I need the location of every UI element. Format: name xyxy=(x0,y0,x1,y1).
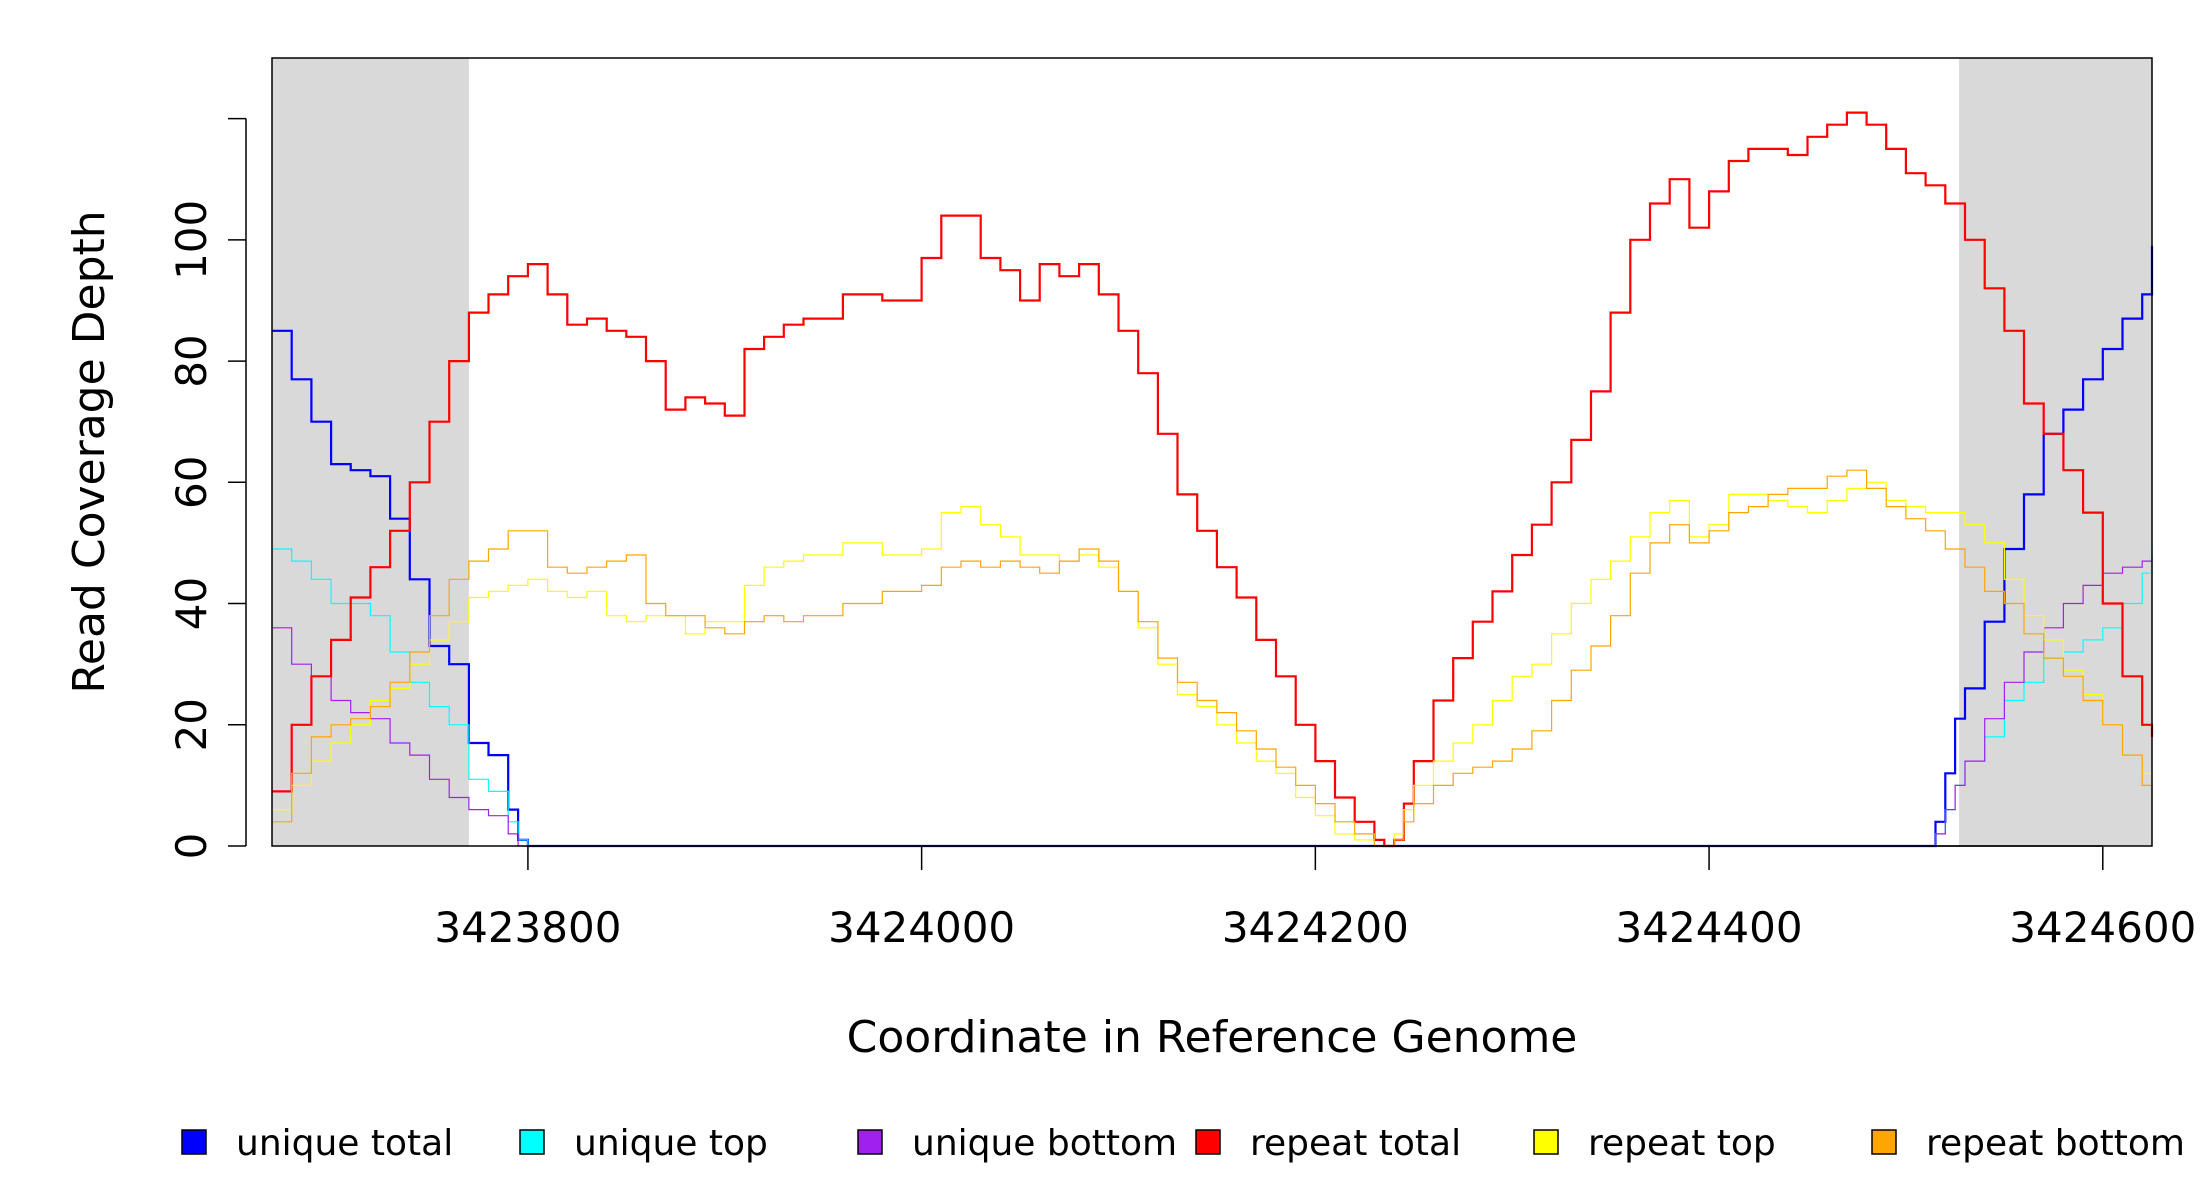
shaded-regions xyxy=(272,58,2152,846)
x-tick-label: 3424400 xyxy=(1616,903,1803,952)
legend-swatch xyxy=(519,1129,545,1155)
legend-swatch xyxy=(857,1129,883,1155)
legend-swatch xyxy=(181,1129,207,1155)
series-line-repeat-total xyxy=(272,111,2154,848)
y-tick-label: 100 xyxy=(167,200,216,280)
x-tick-label: 3423800 xyxy=(434,903,621,952)
y-tick-label: 60 xyxy=(167,456,216,509)
legend-label: unique top xyxy=(574,1123,768,1164)
series-line-repeat-top xyxy=(272,481,2153,847)
legend-label: repeat top xyxy=(1588,1123,1776,1164)
legend-label: unique total xyxy=(236,1123,453,1164)
series-line-unique-top xyxy=(272,542,2153,847)
y-tick-label: 80 xyxy=(167,334,216,387)
x-tick-label: 3424600 xyxy=(2009,903,2196,952)
shaded-region-2 xyxy=(1959,58,2152,846)
y-tick-label: 0 xyxy=(167,833,216,860)
legend-swatch xyxy=(1195,1129,1221,1155)
y-axis: 0 20 40 60 80 100 xyxy=(167,117,247,860)
y-tick-label: 20 xyxy=(167,698,216,751)
legend-swatch xyxy=(1533,1129,1559,1155)
series-line-unique-total xyxy=(272,245,2154,848)
series-line-repeat-bottom xyxy=(272,469,2153,847)
y-axis-title: Read Coverage Depth xyxy=(64,210,115,693)
y-tick-label: 40 xyxy=(167,577,216,630)
x-axis-title: Coordinate in Reference Genome xyxy=(847,1012,1578,1063)
legend-label: repeat total xyxy=(1250,1123,1461,1164)
x-tick-label: 3424200 xyxy=(1222,903,1409,952)
x-tick-label: 3424000 xyxy=(828,903,1015,952)
legend-label: unique bottom xyxy=(912,1123,1177,1164)
series-lines xyxy=(272,111,2154,848)
legend: unique total unique top unique bottom repea… xyxy=(181,1123,2185,1164)
plot-frame xyxy=(271,57,2153,847)
legend-label: repeat bottom xyxy=(1926,1123,2185,1164)
legend-swatch xyxy=(1871,1129,1897,1155)
x-axis: 3423800 3424000 3424200 3424400 3424600 xyxy=(434,845,2196,952)
shaded-region-1 xyxy=(272,58,469,846)
